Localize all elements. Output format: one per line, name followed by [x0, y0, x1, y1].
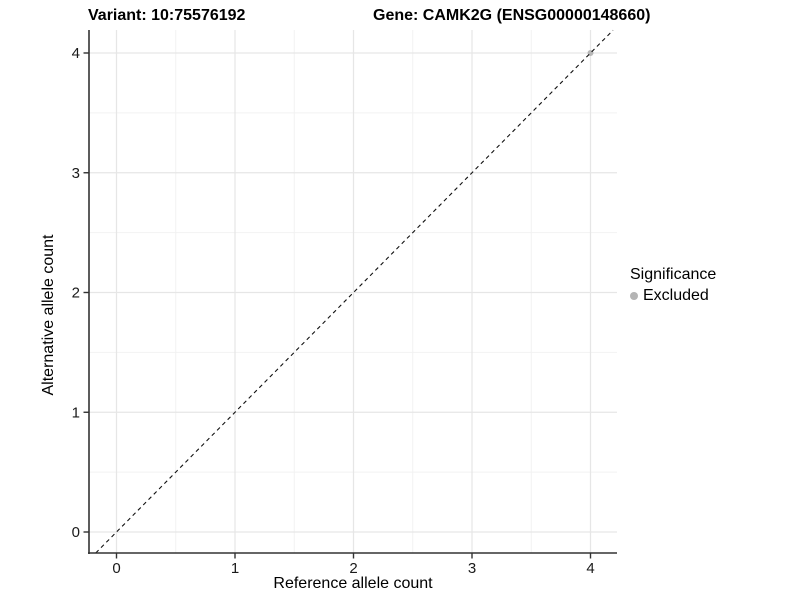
- y-tick-label: 4: [72, 45, 80, 62]
- x-tick-label: 3: [468, 560, 476, 577]
- y-tick-label: 0: [72, 524, 80, 541]
- legend: Significance Excluded: [630, 266, 716, 305]
- legend-item-label: Excluded: [643, 287, 709, 304]
- legend-item-excluded: Excluded: [630, 287, 716, 305]
- legend-title: Significance: [630, 266, 717, 283]
- x-tick-label: 2: [349, 560, 357, 577]
- gene-title: Gene: CAMK2G (ENSG00000148660): [373, 7, 651, 24]
- y-axis-title: Alternative allele count: [40, 234, 57, 396]
- x-tick-label: 0: [112, 560, 120, 577]
- x-tick-label: 1: [231, 560, 239, 577]
- identity-reference-line: [95, 29, 614, 554]
- variant-title: Variant: 10:75576192: [88, 7, 246, 24]
- y-tick-label: 2: [72, 285, 80, 302]
- x-axis-title: Reference allele count: [273, 575, 433, 592]
- y-tick-label: 1: [72, 404, 80, 421]
- x-tick-label: 4: [586, 560, 594, 577]
- y-tick-label: 3: [72, 165, 80, 182]
- excluded-point-icon: [630, 292, 638, 300]
